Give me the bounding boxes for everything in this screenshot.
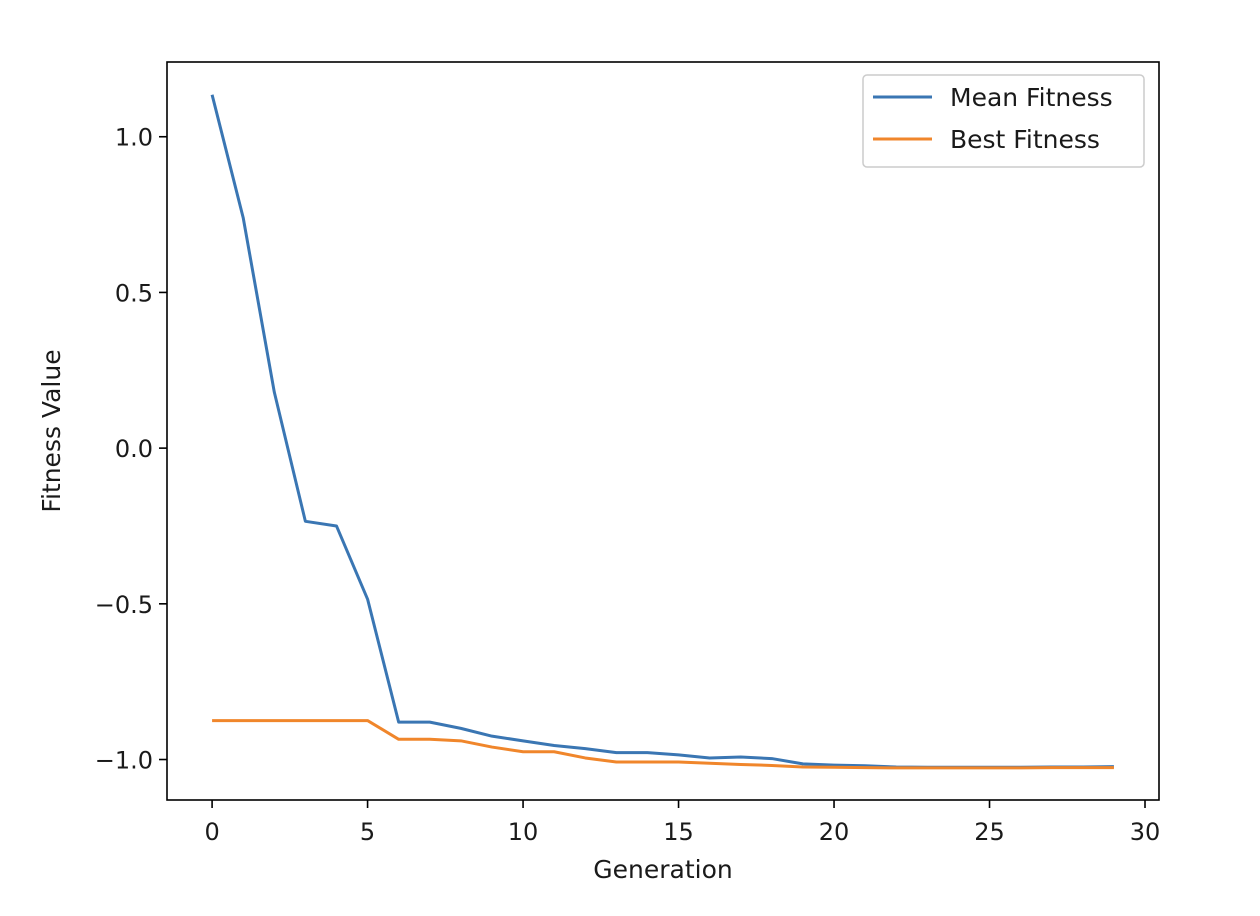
legend-box bbox=[862, 74, 1145, 168]
legend-label-best-fitness: Best Fitness bbox=[950, 125, 1100, 154]
x-tick-label: 15 bbox=[663, 818, 694, 846]
y-tick-label: 1.0 bbox=[115, 124, 153, 152]
y-tick-label: −0.5 bbox=[95, 591, 153, 619]
x-tick-label: 25 bbox=[974, 818, 1005, 846]
x-tick-label: 30 bbox=[1130, 818, 1161, 846]
legend-label-mean-fitness: Mean Fitness bbox=[950, 83, 1113, 112]
y-tick-label: −1.0 bbox=[95, 747, 153, 775]
ticks-layer: 0 5 10 15 20 25 30 1.0 0.5 0.0 −0.5 −1.0 bbox=[95, 124, 1161, 846]
x-tick-label: 20 bbox=[819, 818, 850, 846]
x-tick-label: 10 bbox=[508, 818, 539, 846]
x-tick-label: 5 bbox=[360, 818, 375, 846]
x-tick-label: 0 bbox=[204, 818, 219, 846]
legend: Mean Fitness Best Fitness bbox=[862, 74, 1145, 168]
x-axis-label: Generation bbox=[593, 855, 732, 884]
series-layer bbox=[210, 94, 1114, 770]
y-axis-label: Fitness Value bbox=[37, 349, 66, 512]
y-tick-label: 0.0 bbox=[115, 435, 153, 463]
plot-area-frame bbox=[166, 61, 1160, 801]
series-line-best-fitness bbox=[212, 719, 1114, 770]
y-tick-label: 0.5 bbox=[115, 279, 153, 307]
